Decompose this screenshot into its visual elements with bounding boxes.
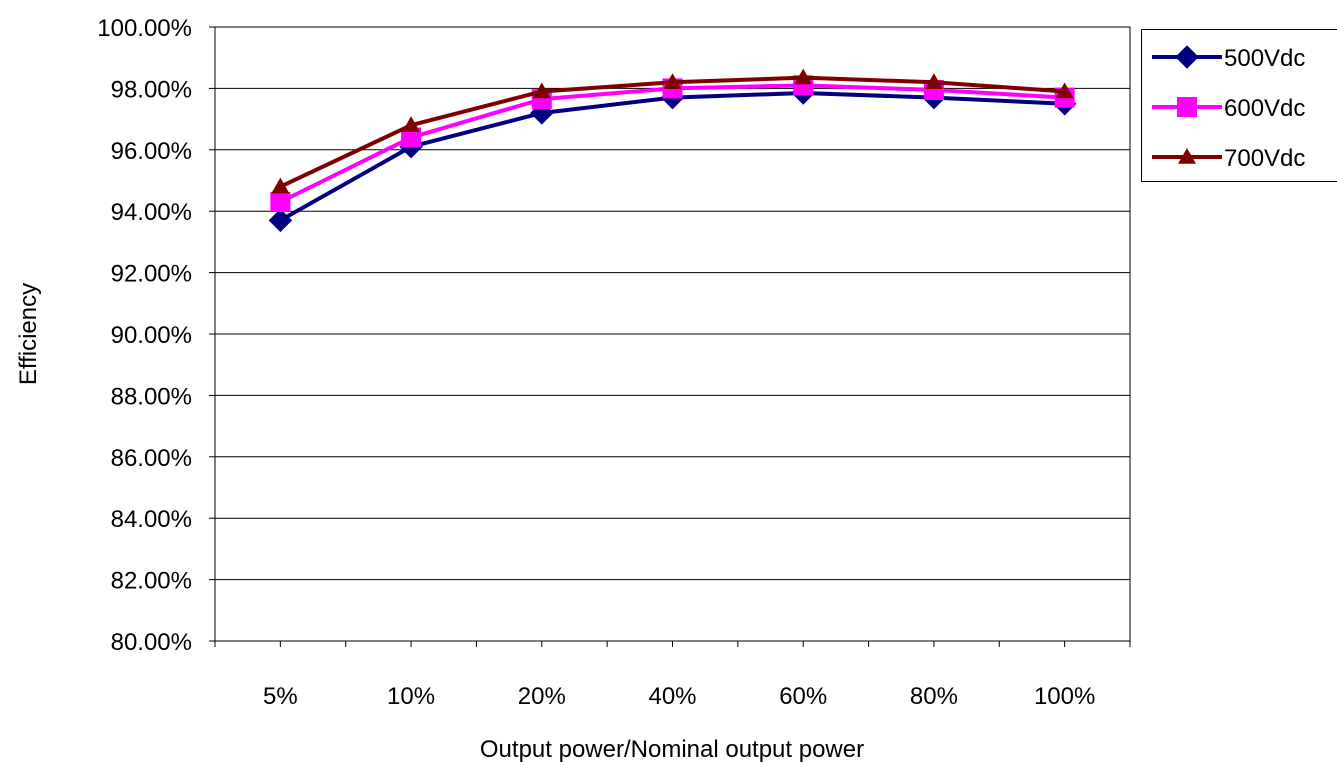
y-tick-label: 88.00% — [111, 383, 192, 410]
data-point-700Vdc — [271, 177, 290, 194]
legend-label: 500Vdc — [1224, 45, 1305, 72]
x-tick-label: 100% — [1034, 683, 1095, 710]
y-axis-label: Efficiency — [15, 283, 42, 385]
legend-label: 600Vdc — [1224, 95, 1305, 122]
x-tick-label: 5% — [263, 683, 298, 710]
y-tick-label: 80.00% — [111, 629, 192, 656]
x-tick-label: 10% — [387, 683, 435, 710]
data-point-700Vdc — [532, 82, 551, 99]
y-tick-label: 84.00% — [111, 506, 192, 533]
data-point-700Vdc — [924, 73, 943, 90]
legend-marker-500Vdc — [1175, 45, 1199, 69]
y-tick-label: 90.00% — [111, 322, 192, 349]
x-tick-label: 60% — [779, 683, 827, 710]
legend-marker-700Vdc — [1178, 148, 1196, 164]
data-point-600Vdc — [270, 191, 291, 212]
data-point-700Vdc — [663, 73, 682, 90]
x-tick-label: 80% — [910, 683, 958, 710]
data-point-700Vdc — [794, 68, 813, 85]
legend-marker-600Vdc — [1177, 97, 1197, 117]
y-tick-label: 100.00% — [97, 15, 192, 42]
y-tick-label: 92.00% — [111, 261, 192, 288]
y-tick-label: 82.00% — [111, 568, 192, 595]
legend-label: 700Vdc — [1224, 145, 1305, 172]
y-tick-label: 86.00% — [111, 445, 192, 472]
legend-canvas: 500Vdc 600Vdc 700Vdc — [1152, 45, 1305, 172]
data-point-500Vdc — [268, 208, 293, 233]
x-tick-label: 20% — [518, 683, 566, 710]
y-tick-label: 96.00% — [111, 138, 192, 165]
x-axis-label: Output power/Nominal output power — [480, 736, 864, 763]
y-tick-label: 98.00% — [111, 76, 192, 103]
data-point-700Vdc — [1055, 82, 1074, 99]
data-point-600Vdc — [401, 127, 422, 148]
legend: 500Vdc 600Vdc 700Vdc — [1141, 29, 1337, 182]
x-tick-label: 40% — [648, 683, 696, 710]
y-tick-label: 94.00% — [111, 199, 192, 226]
data-point-700Vdc — [402, 116, 421, 132]
